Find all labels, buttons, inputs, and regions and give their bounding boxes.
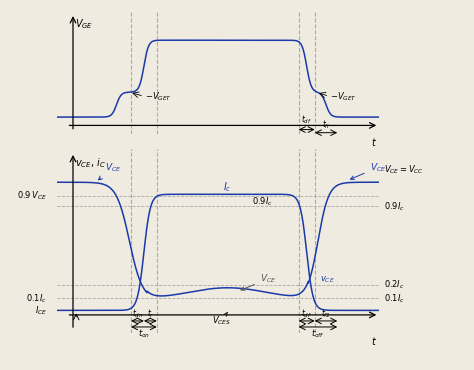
Text: $0.1I_c$: $0.1I_c$ (384, 292, 405, 305)
Text: $V_{CE}$: $V_{CE}$ (99, 161, 122, 180)
Text: $t_{df}$: $t_{df}$ (301, 308, 312, 320)
Text: $I_c$: $I_c$ (223, 180, 232, 194)
Text: $t$: $t$ (372, 334, 378, 347)
Text: $0.9\,V_{CE}$: $0.9\,V_{CE}$ (17, 189, 47, 202)
Text: $-V_{GET}$: $-V_{GET}$ (145, 90, 172, 103)
Text: $V_{GE}$: $V_{GE}$ (74, 17, 93, 31)
Text: $t_r$: $t_r$ (146, 308, 154, 320)
Text: $0.2I_c$: $0.2I_c$ (384, 279, 404, 291)
Text: $V_{CES}$: $V_{CES}$ (211, 312, 231, 327)
Text: $t_{off}$: $t_{off}$ (311, 328, 325, 340)
Text: $0.1I_c$: $0.1I_c$ (26, 292, 47, 305)
Text: $t_{f2}$: $t_{f2}$ (321, 308, 331, 320)
Text: $0.9I_c$: $0.9I_c$ (252, 196, 273, 208)
Text: $V_{CE}$: $V_{CE}$ (350, 161, 386, 179)
Text: $t$: $t$ (372, 136, 378, 148)
Text: $t_{df}$: $t_{df}$ (301, 114, 312, 127)
Text: $t_{fi}$: $t_{fi}$ (322, 119, 330, 131)
Text: $I_{CE}$: $I_{CE}$ (35, 304, 47, 317)
Text: $V_{CE}$: $V_{CE}$ (241, 273, 276, 290)
Text: $v_{CE},\, i_C$: $v_{CE},\, i_C$ (74, 157, 106, 171)
Text: $t_{on}$: $t_{on}$ (138, 328, 150, 340)
Text: $t_{dn}$: $t_{dn}$ (132, 308, 143, 320)
Text: $v_{CE}$: $v_{CE}$ (319, 275, 334, 285)
Text: $V_{CE} = V_{CC}$: $V_{CE} = V_{CC}$ (384, 164, 424, 176)
Text: $0.9I_c$: $0.9I_c$ (384, 200, 405, 213)
Text: $-V_{GET}$: $-V_{GET}$ (330, 90, 357, 103)
